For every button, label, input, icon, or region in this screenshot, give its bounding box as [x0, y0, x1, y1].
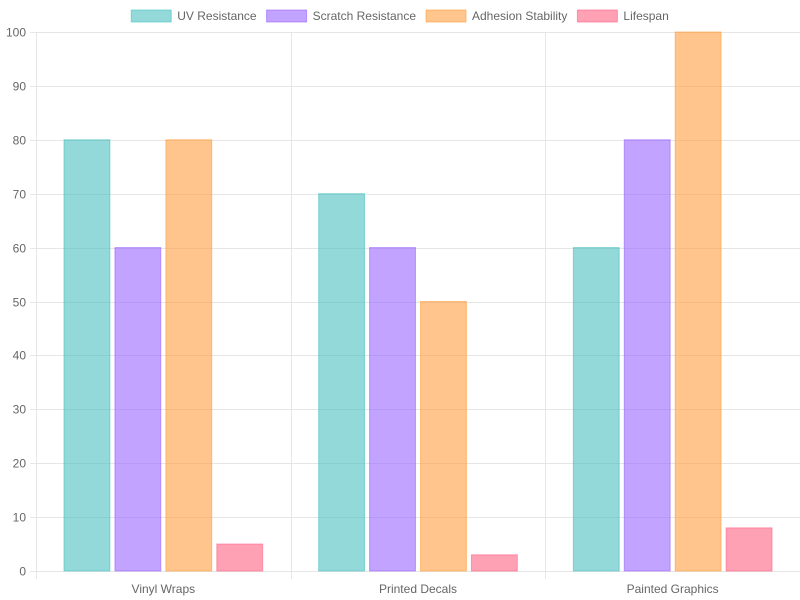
legend-swatch [266, 9, 308, 23]
y-axis: 0 10 20 30 40 50 60 70 80 90 100 [6, 26, 26, 579]
y-tick-label: 100 [6, 26, 26, 40]
y-tick-label: 90 [13, 80, 27, 94]
bar[interactable] [420, 301, 467, 572]
y-tick-label: 70 [13, 188, 27, 202]
legend-label: Scratch Resistance [313, 9, 417, 23]
legend-item[interactable]: UV Resistance [130, 9, 257, 23]
legend-label: Lifespan [623, 9, 668, 23]
x-tick-label: Painted Graphics [627, 582, 719, 596]
bar[interactable] [114, 247, 162, 572]
bar[interactable] [470, 554, 518, 572]
x-tick-label: Vinyl Wraps [132, 582, 196, 596]
legend-swatch [425, 9, 467, 23]
y-tick-label: 40 [13, 349, 27, 363]
bar[interactable] [725, 527, 773, 572]
y-tick-label: 80 [13, 134, 27, 148]
legend[interactable]: UV Resistance Scratch Resistance Adhesion … [130, 9, 669, 23]
y-tick-label: 0 [19, 565, 26, 579]
legend-item[interactable]: Scratch Resistance [266, 9, 417, 23]
bar[interactable] [572, 247, 620, 572]
x-tick-label: Printed Decals [379, 582, 457, 596]
legend-label: UV Resistance [177, 9, 257, 23]
bar[interactable] [674, 31, 722, 572]
bar[interactable] [318, 193, 366, 572]
legend-label: Adhesion Stability [472, 9, 567, 23]
y-tick-label: 60 [13, 242, 27, 256]
legend-item[interactable]: Adhesion Stability [425, 9, 567, 23]
legend-item[interactable]: Lifespan [576, 9, 669, 23]
bar[interactable] [165, 139, 213, 572]
x-axis: Vinyl Wraps Printed Decals Painted Graphic… [132, 582, 719, 596]
y-tick-label: 30 [13, 403, 27, 417]
bar[interactable] [623, 139, 671, 572]
bar[interactable] [369, 247, 416, 572]
y-tick-label: 50 [13, 296, 27, 310]
legend-swatch [576, 9, 618, 23]
y-tick-label: 20 [13, 457, 27, 471]
bar[interactable] [216, 543, 264, 572]
legend-swatch [130, 9, 172, 23]
y-tick-label: 10 [13, 511, 27, 525]
bars [63, 31, 773, 572]
bar[interactable] [63, 139, 111, 572]
